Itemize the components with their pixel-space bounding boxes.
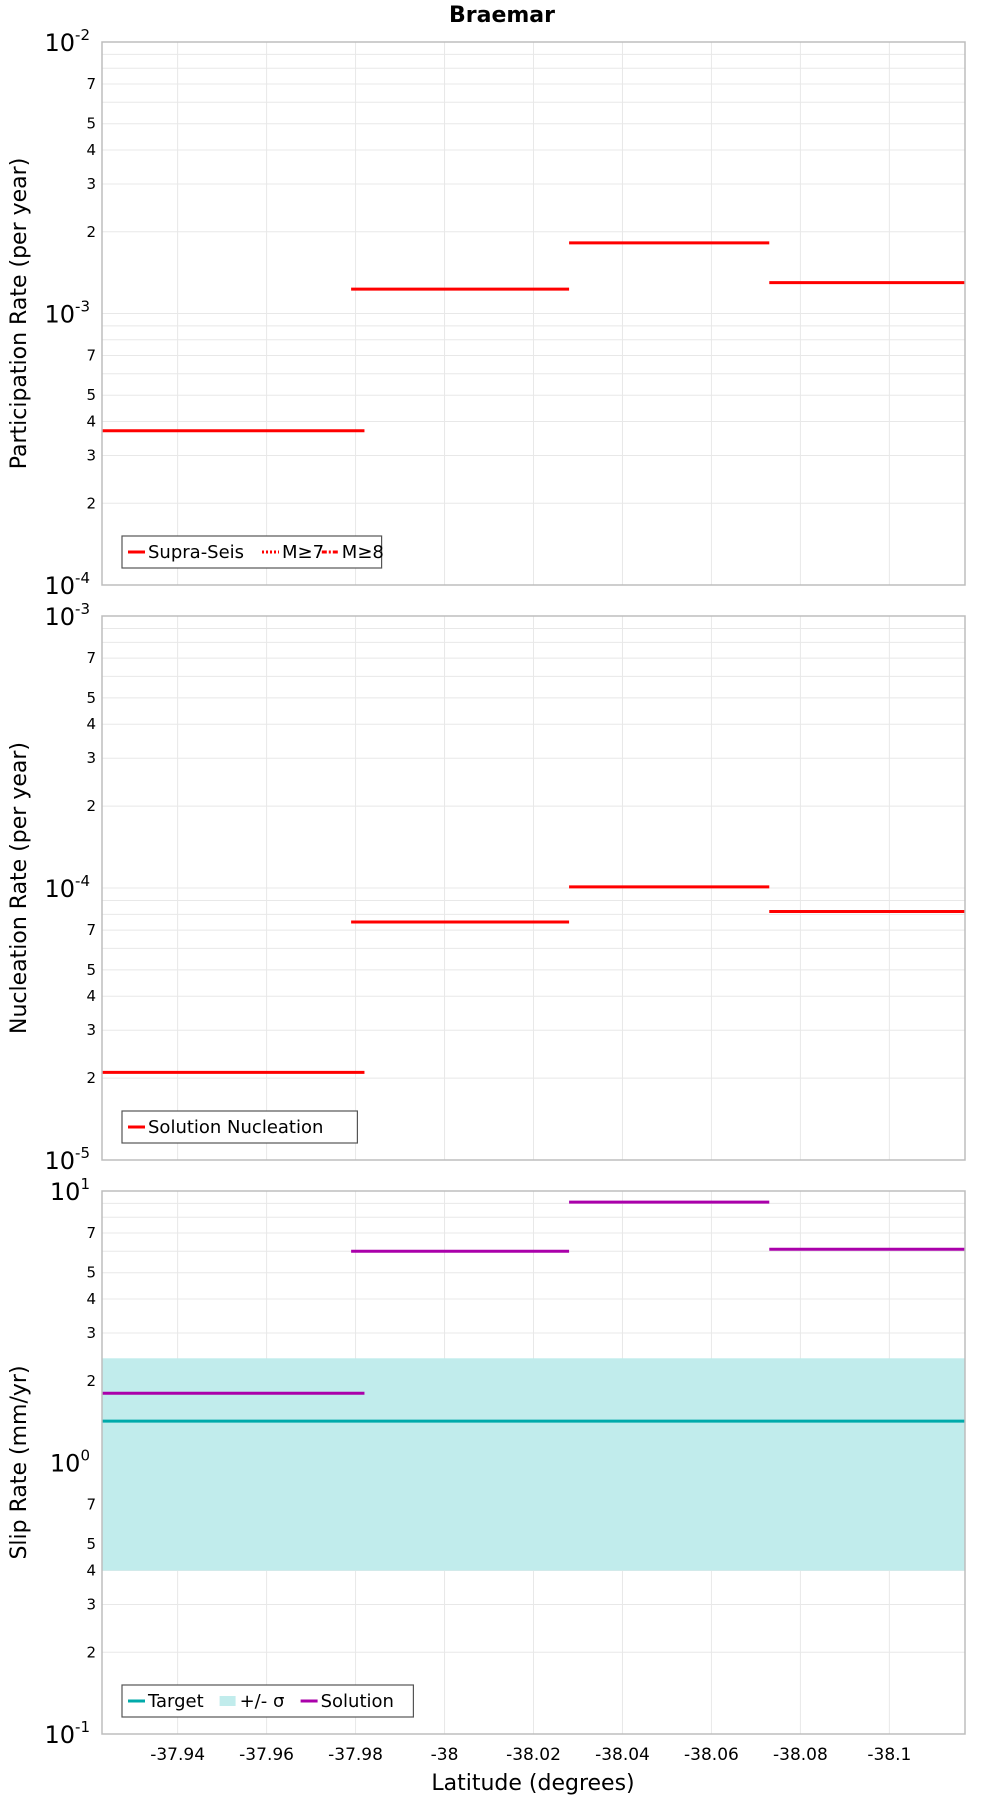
x-tick-label: -38.02: [506, 1745, 561, 1765]
y-tick-minor: 4: [86, 715, 96, 733]
y-tick-minor: 2: [86, 494, 96, 512]
x-tick-label: -38.04: [595, 1745, 650, 1765]
legend-box: [121, 1684, 414, 1718]
y-tick-minor: 2: [86, 1372, 96, 1390]
chart-title: Braemar: [449, 3, 555, 28]
legend-box: [121, 1110, 358, 1144]
x-tick-label: -38.06: [684, 1745, 739, 1765]
y-tick-minor: 4: [86, 987, 96, 1005]
y-tick-minor: 3: [86, 1324, 96, 1342]
panel-1: 10-4 10-3 10-2 2 3 4 5 7 2 3 4 5 7 Participation Rate…: [7, 26, 966, 600]
y-tick-major: 10-5: [44, 1144, 90, 1175]
plot-frame: [101, 615, 966, 1161]
legend-label: M≥8: [342, 542, 384, 563]
y-tick-minor: 5: [86, 1535, 96, 1553]
y-tick-minor: 7: [86, 1224, 96, 1242]
y-tick-minor: 5: [86, 961, 96, 979]
y-tick-minor: 5: [86, 115, 96, 133]
y-tick-minor: 7: [86, 649, 96, 667]
legend-swatch: [219, 1696, 236, 1706]
plot-frame: [101, 41, 966, 586]
y-tick-minor: 3: [86, 749, 96, 767]
y-tick-minor: 7: [86, 347, 96, 365]
y-tick-major: 10-3: [44, 298, 90, 329]
y-tick-minor: 5: [86, 386, 96, 404]
legend: Solution Nucleation: [121, 1110, 358, 1144]
plot-frame: [101, 1190, 966, 1735]
y-tick-minor: 7: [86, 75, 96, 93]
y-tick-major: 10-4: [44, 872, 90, 903]
legend-label: Solution: [321, 1691, 394, 1712]
x-tick-label: -37.96: [239, 1745, 294, 1765]
y-tick-minor: 5: [86, 1264, 96, 1282]
y-tick-minor: 7: [86, 1496, 96, 1514]
x-tick-label: -38.1: [867, 1745, 911, 1765]
y-tick-minor: 2: [86, 223, 96, 241]
y-tick-minor: 2: [86, 797, 96, 815]
y-tick-minor: 4: [86, 1562, 96, 1580]
y-tick-minor: 4: [86, 141, 96, 159]
panel-2: 10-5 10-4 10-3 2 3 4 5 7 2 3 4 5 7 Nucleation Rate (p…: [7, 600, 966, 1175]
y-tick-minor: 2: [86, 1069, 96, 1087]
legend: Target +/- σ Solution: [121, 1684, 414, 1718]
y-tick-major: 101: [50, 1175, 90, 1206]
y-tick-major: 10-2: [44, 26, 90, 57]
legend-label: Solution Nucleation: [148, 1117, 323, 1138]
legend-label: Supra-Seis: [148, 542, 244, 563]
y-tick-minor: 7: [86, 921, 96, 939]
y-tick-major: 10-3: [44, 600, 90, 631]
sigma-band: [102, 1358, 965, 1571]
legend-label: M≥7: [282, 542, 324, 563]
y-tick-minor: 2: [86, 1643, 96, 1661]
x-axis-label: Latitude (degrees): [431, 1771, 634, 1796]
y-axis-label: Nucleation Rate (per year): [7, 742, 32, 1034]
y-tick-minor: 5: [86, 689, 96, 707]
legend-box: [121, 535, 383, 569]
x-tick-label: -38.08: [773, 1745, 828, 1765]
y-tick-minor: 3: [86, 1021, 96, 1039]
y-tick-major: 10-4: [44, 569, 90, 600]
legend-label: +/- σ: [240, 1691, 285, 1712]
y-tick-minor: 3: [86, 1595, 96, 1613]
y-tick-minor: 3: [86, 175, 96, 193]
y-tick-major: 100: [50, 1447, 90, 1478]
x-tick-label: -37.94: [150, 1745, 205, 1765]
legend: Supra-Seis M≥7 M≥8: [121, 535, 384, 569]
y-tick-major: 10-1: [44, 1718, 90, 1749]
y-tick-minor: 4: [86, 413, 96, 431]
y-tick-minor: 3: [86, 446, 96, 464]
y-axis-label: Slip Rate (mm/yr): [7, 1365, 32, 1559]
y-tick-minor: 4: [86, 1290, 96, 1308]
x-tick-label: -38: [431, 1745, 459, 1765]
panel-3: 10-1 100 101 2 3 4 5 7 2 3 4 5 7 Slip Rate (mm/yr) Tar…: [7, 1175, 966, 1765]
y-axis-label: Participation Rate (per year): [7, 158, 32, 470]
x-tick-label: -37.98: [328, 1745, 383, 1765]
legend-label: Target: [147, 1691, 204, 1712]
